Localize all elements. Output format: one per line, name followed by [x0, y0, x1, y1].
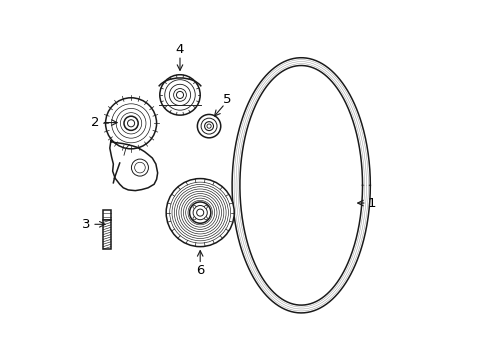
Bar	[103, 210, 111, 220]
Circle shape	[204, 206, 207, 208]
Circle shape	[197, 114, 220, 138]
Circle shape	[193, 206, 196, 208]
Text: 4: 4	[176, 43, 184, 56]
Polygon shape	[232, 58, 369, 313]
Text: 2: 2	[90, 116, 99, 129]
Polygon shape	[240, 66, 362, 305]
Circle shape	[131, 159, 148, 176]
Circle shape	[204, 217, 207, 220]
Circle shape	[166, 179, 234, 247]
Polygon shape	[110, 141, 157, 191]
Text: 5: 5	[223, 93, 231, 106]
Circle shape	[124, 116, 138, 130]
Text: 1: 1	[367, 197, 376, 210]
Text: 3: 3	[81, 218, 90, 231]
Circle shape	[105, 98, 156, 149]
Circle shape	[189, 202, 210, 223]
Circle shape	[160, 75, 200, 115]
Bar	[103, 220, 111, 249]
Text: 6: 6	[196, 264, 204, 276]
Circle shape	[204, 122, 213, 131]
Circle shape	[193, 217, 196, 220]
Circle shape	[176, 91, 183, 99]
